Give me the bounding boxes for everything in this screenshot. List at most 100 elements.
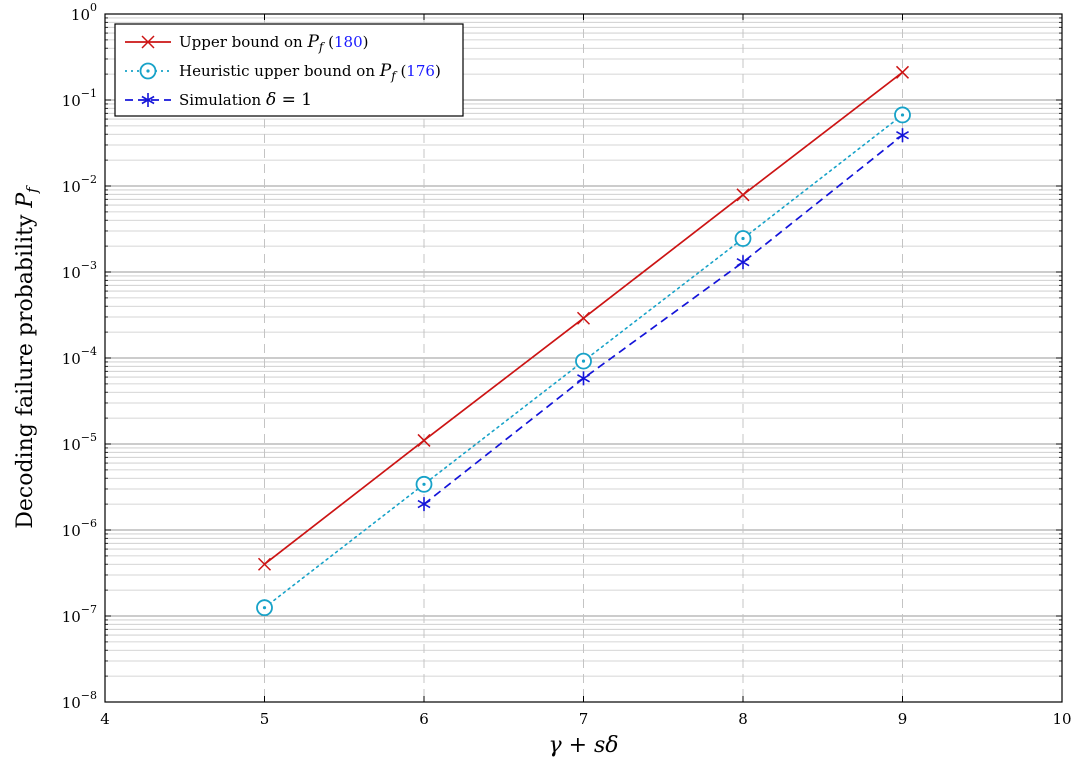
y-tick-label: 10−6 — [62, 517, 97, 540]
x-tick-label: 8 — [738, 710, 748, 728]
legend: Upper bound on Pf (180)Heuristic upper b… — [114, 23, 464, 117]
x-tick-label: 5 — [260, 710, 270, 728]
y-tick-exponent: −2 — [81, 173, 97, 186]
legend-label-post: = 1 — [276, 90, 312, 110]
legend-box — [114, 23, 464, 117]
data-point — [895, 65, 910, 79]
asterisk-marker-stroke — [896, 130, 909, 140]
data-point — [736, 255, 750, 270]
legend-label-ref: 176 — [406, 62, 435, 80]
ticks: 4 5 6 7 8 9 1010010−110−210−310−410−510−610−71… — [62, 1, 1072, 728]
data-point — [417, 433, 431, 447]
y-tick-exponent: 0 — [90, 1, 97, 14]
legend-label: Upper bound on Pf (180) — [179, 32, 369, 54]
legend-label-paren: ) — [435, 62, 441, 80]
legend-label-symbol: δ — [266, 90, 276, 110]
legend-entry-3: Simulation δ = 1 — [125, 90, 312, 110]
legend-label-paren: ) — [363, 33, 369, 51]
data-point — [257, 557, 272, 571]
x-marker-stroke — [895, 65, 910, 79]
data-point — [894, 106, 911, 124]
data-point — [736, 188, 750, 202]
y-tick-exponent: −1 — [81, 87, 97, 100]
circle-marker-dot — [146, 69, 150, 73]
data-point — [896, 128, 909, 143]
x-axis-label: γ + sδ — [548, 733, 618, 758]
x-tick-label: 7 — [579, 710, 589, 728]
legend-entry-2: Heuristic upper bound on Pf (176) — [125, 61, 441, 83]
legend-label: Heuristic upper bound on Pf (176) — [179, 61, 441, 83]
y-axis-label: Decoding failure probability Pf — [13, 185, 41, 529]
y-tick-base: 10 — [62, 694, 81, 712]
y-tick-base: 10 — [62, 350, 81, 368]
y-tick-exponent: −4 — [81, 345, 97, 358]
legend-label-symbol: P — [306, 32, 319, 52]
data-point — [575, 352, 592, 370]
x-marker-stroke — [736, 188, 750, 202]
asterisk-marker-stroke — [417, 499, 431, 509]
data-point — [415, 475, 433, 493]
legend-label: Simulation δ = 1 — [179, 90, 312, 110]
series-2 — [256, 106, 911, 617]
y-tick-label: 10−1 — [62, 87, 97, 110]
y-tick-label: 10−4 — [62, 345, 97, 368]
x-tick-label: 6 — [419, 710, 429, 728]
circle-marker-dot — [262, 606, 267, 610]
y-tick-exponent: −8 — [81, 689, 97, 702]
data-point — [256, 599, 273, 617]
asterisk-marker-stroke — [736, 258, 750, 267]
x-marker-stroke — [576, 311, 591, 325]
y-tick-base: 10 — [62, 436, 81, 454]
legend-label-text: Heuristic upper bound on — [179, 62, 380, 80]
y-tick-base: 10 — [62, 608, 81, 626]
axis-labels: γ + sδ Decoding failure probability Pf — [13, 185, 619, 758]
y-axis-label-symbol: P — [13, 192, 38, 209]
y-tick-exponent: −6 — [81, 517, 97, 530]
legend-label-subscript: f — [390, 69, 398, 83]
data-point — [417, 497, 431, 512]
y-tick-base: 10 — [62, 522, 81, 540]
circle-marker-dot — [581, 359, 586, 363]
x-tick-label: 10 — [1052, 710, 1071, 728]
data-point — [576, 311, 591, 325]
y-tick-base: 10 — [62, 178, 81, 196]
x-marker-stroke — [257, 557, 272, 571]
legend-label-symbol: P — [379, 61, 392, 81]
legend-label-paren: ( — [400, 62, 406, 80]
y-tick-exponent: −3 — [81, 259, 97, 272]
circle-marker-dot — [741, 236, 745, 241]
y-tick-label: 10−3 — [62, 259, 97, 282]
legend-label-text: Simulation — [179, 91, 266, 109]
y-axis-label-subscript: f — [23, 185, 41, 194]
y-tick-label: 100 — [71, 1, 97, 24]
y-tick-exponent: −7 — [81, 603, 97, 616]
data-point — [577, 371, 590, 386]
y-tick-base: 10 — [62, 264, 81, 282]
legend-label-subscript: f — [318, 40, 326, 54]
legend-label-text: Upper bound on — [179, 33, 307, 51]
asterisk-marker-stroke — [577, 374, 590, 383]
y-tick-label: 10−8 — [62, 689, 97, 712]
series-3 — [417, 128, 909, 512]
x-marker-stroke — [417, 433, 431, 447]
series-layer — [256, 65, 911, 617]
y-tick-label: 10−7 — [62, 603, 97, 626]
y-tick-label: 10−2 — [62, 173, 97, 196]
x-tick-label: 9 — [898, 710, 908, 728]
series-line — [423, 134, 904, 505]
y-tick-label: 10−5 — [62, 431, 97, 454]
y-tick-base: 10 — [62, 92, 81, 110]
series-1 — [257, 65, 910, 571]
legend-entry-1: Upper bound on Pf (180) — [125, 32, 369, 54]
x-tick-label: 4 — [100, 710, 110, 728]
legend-label-paren: ( — [328, 33, 334, 51]
y-axis-label-text: Decoding failure probability — [13, 208, 38, 529]
circle-marker-dot — [900, 113, 905, 117]
data-point — [734, 230, 752, 247]
x-marker-stroke — [141, 35, 155, 49]
asterisk-marker-stroke — [141, 95, 155, 105]
legend-label-ref: 180 — [334, 33, 363, 51]
y-tick-base: 10 — [71, 6, 90, 24]
